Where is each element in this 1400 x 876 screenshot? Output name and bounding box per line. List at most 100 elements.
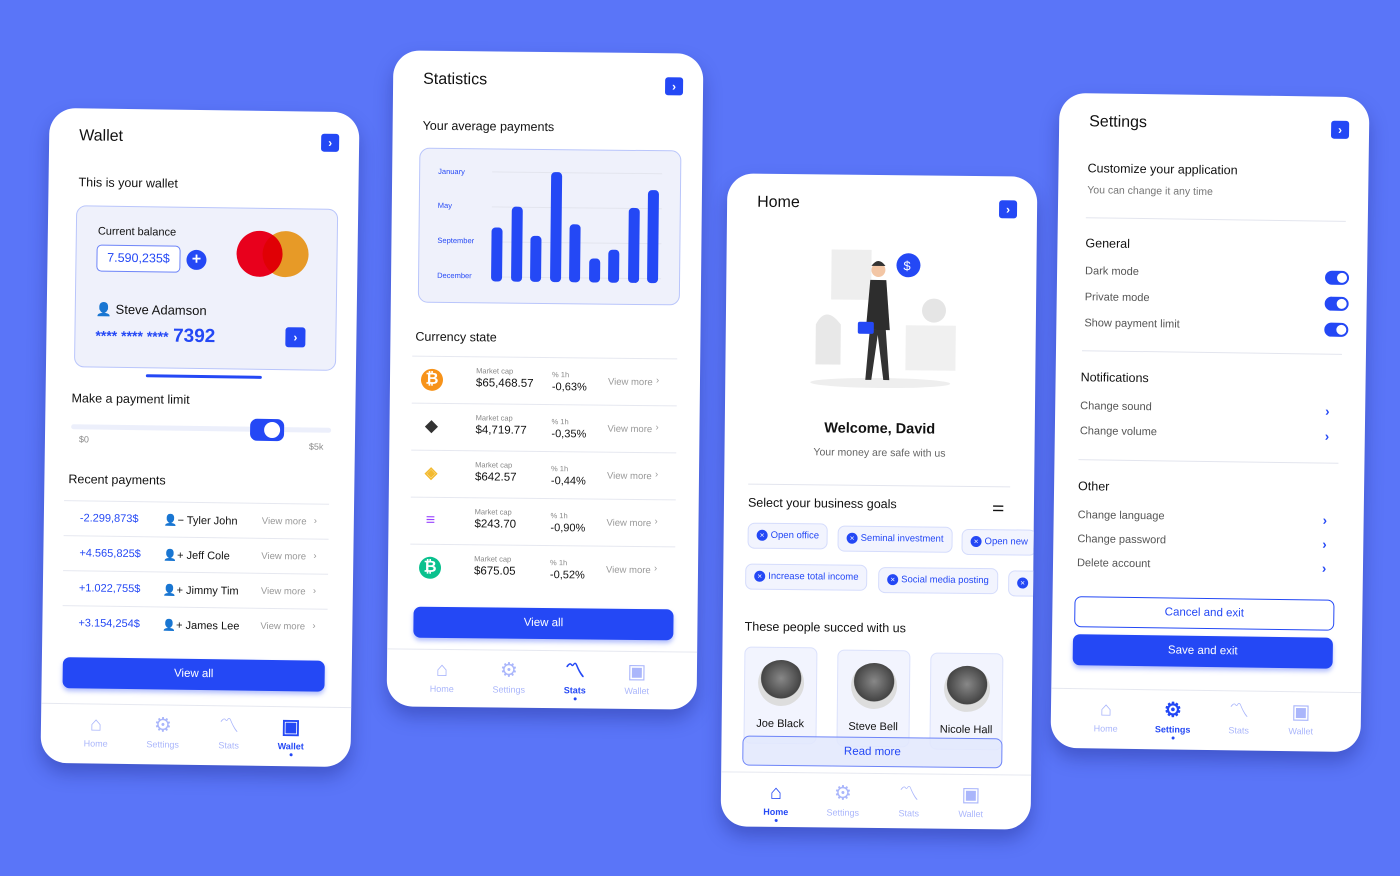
payment-row[interactable]: +3.154,254$ 👤+ James Lee View more › — [62, 605, 328, 644]
close-icon[interactable]: × — [1017, 577, 1029, 589]
chevron-right-icon[interactable]: › — [1322, 512, 1328, 528]
home-icon: ⌂ — [1099, 698, 1113, 721]
chevron-right-icon[interactable]: › — [321, 133, 340, 152]
chevron-right-icon[interactable]: › — [1324, 428, 1330, 444]
change-value: -0,90% — [550, 522, 586, 535]
nav-wallet[interactable]: ▣ Wallet — [1271, 700, 1331, 737]
cancel-button[interactable]: Cancel and exit — [1074, 596, 1335, 631]
balance-field[interactable]: 7.590,235$ — [96, 244, 181, 273]
nav-stats[interactable]: 〽 Stats — [199, 714, 259, 751]
coin-row[interactable]: ₿ Market cap $65,468.57 % 1h -0,63% View… — [411, 355, 678, 406]
dark-mode-toggle[interactable] — [1324, 270, 1350, 285]
carousel-indicator[interactable] — [145, 374, 262, 379]
nav-home[interactable]: ⌂ Home — [66, 712, 126, 749]
user-plus-icon: 👤+ — [163, 549, 184, 562]
view-more-link[interactable]: View more — [606, 470, 652, 483]
close-icon[interactable]: × — [887, 574, 899, 586]
current-balance-label: Current balance — [97, 225, 177, 239]
view-more-link[interactable]: View more — [260, 585, 306, 598]
delete-account[interactable]: Delete account — [1076, 557, 1151, 571]
view-all-button[interactable]: View all — [62, 657, 325, 692]
payment-row[interactable]: -2.299,873$ 👤− Tyler John View more › — [63, 500, 330, 539]
person-card[interactable]: Steve Bell — [836, 649, 911, 748]
chevron-right-icon[interactable]: › — [1322, 536, 1327, 552]
gear-icon: ⚙ — [499, 659, 519, 682]
change-language[interactable]: Change language — [1077, 509, 1165, 523]
goal-chip[interactable]: × Increase total income — [745, 563, 868, 591]
market-cap-label: Market cap — [475, 413, 513, 423]
view-more-link[interactable]: View more — [607, 376, 653, 389]
nav-wallet[interactable]: ▣ Wallet — [941, 783, 1001, 820]
view-more-link[interactable]: View more — [261, 515, 307, 528]
payment-limit-toggle[interactable] — [1324, 322, 1349, 337]
change-password[interactable]: Change password — [1077, 533, 1167, 547]
change-volume[interactable]: Change volume — [1079, 425, 1158, 439]
coin-row[interactable]: ≡ Market cap $243.70 % 1h -0,90% View mo… — [410, 496, 676, 547]
close-icon[interactable]: × — [846, 532, 858, 544]
nav-home[interactable]: ⌂ Home — [746, 781, 806, 823]
chart-bar — [510, 206, 523, 282]
bars — [489, 171, 665, 284]
view-more-link[interactable]: View more — [261, 550, 307, 563]
chart-label: January — [438, 166, 465, 177]
goal-chip[interactable]: × — [1008, 570, 1038, 597]
private-mode-toggle[interactable] — [1324, 296, 1349, 311]
close-icon[interactable]: × — [970, 535, 982, 548]
payment-row[interactable]: +4.565,825$ 👤+ Jeff Cole View more › — [63, 535, 329, 574]
coin-row[interactable]: ◆ Market cap $4,719.77 % 1h -0,35% View … — [411, 402, 677, 453]
person-card[interactable]: Nicole Hall — [929, 652, 1004, 751]
nav-wallet[interactable]: ▣ Wallet — [261, 715, 322, 757]
nav-home[interactable]: ⌂ Home — [412, 658, 472, 695]
coin-row[interactable]: ₿ Market cap $675.05 % 1h -0,52% View mo… — [409, 543, 676, 594]
view-all-button[interactable]: View all — [413, 606, 674, 641]
welcome-heading: Welcome, David — [824, 420, 936, 438]
payment-limit-slider[interactable] — [71, 424, 332, 433]
plus-icon[interactable]: + — [186, 249, 207, 271]
view-more-link[interactable]: View more — [605, 564, 651, 577]
change-label: % 1h — [551, 417, 569, 427]
welcome-subtitle: Your money are safe with us — [813, 446, 946, 460]
goal-chip[interactable]: × Open office — [747, 522, 829, 550]
goal-chip[interactable]: × Open new — [961, 528, 1038, 556]
subtitle: Your average payments — [422, 118, 555, 135]
nav-home[interactable]: ⌂ Home — [1076, 697, 1136, 734]
nav-label: Stats — [898, 808, 920, 819]
nav-stats[interactable]: 〽 Stats — [545, 659, 605, 701]
nav-label: Stats — [1228, 725, 1250, 736]
nav-settings[interactable]: ⚙ Settings — [479, 658, 539, 695]
view-more-link[interactable]: View more — [606, 517, 652, 530]
chevron-right-icon[interactable]: › — [664, 77, 684, 96]
save-button[interactable]: Save and exit — [1072, 634, 1334, 669]
card-number-masked: **** **** **** — [95, 327, 169, 345]
nav-label: Stats — [218, 740, 240, 751]
payment-row[interactable]: +1.022,755$ 👤+ Jimmy Tim View more › — [62, 570, 329, 609]
coin-row[interactable]: ◈ Market cap $642.57 % 1h -0,44% View mo… — [410, 449, 677, 500]
change-sound[interactable]: Change sound — [1080, 400, 1152, 414]
read-more-button[interactable]: Read more — [742, 735, 1003, 769]
chevron-right-icon[interactable]: › — [998, 200, 1018, 219]
view-more-link[interactable]: View more — [607, 423, 653, 436]
nav-settings[interactable]: ⚙ Settings — [1143, 698, 1204, 740]
chevron-right-icon[interactable]: › — [1321, 560, 1327, 576]
person-card[interactable]: Joe Black — [743, 646, 818, 745]
view-more-link[interactable]: View more — [260, 620, 306, 633]
private-mode-label: Private mode — [1084, 291, 1150, 305]
nav-stats[interactable]: 〽 Stats — [1209, 699, 1269, 736]
chart-bar — [647, 189, 659, 284]
nav-settings[interactable]: ⚙ Settings — [813, 781, 873, 818]
nav-label: Settings — [1154, 724, 1191, 735]
chevron-right-icon: › — [655, 422, 659, 434]
chevron-right-icon[interactable]: › — [1325, 403, 1330, 419]
chevron-right-icon[interactable]: › — [285, 327, 306, 348]
sliders-icon[interactable]: ⚌ — [991, 498, 1005, 515]
chevron-right-icon[interactable]: › — [1330, 120, 1350, 139]
nav-wallet[interactable]: ▣ Wallet — [607, 660, 667, 697]
close-icon[interactable]: × — [756, 529, 768, 541]
goal-chip[interactable]: × Social media posting — [878, 566, 998, 595]
goal-chip[interactable]: × Seminal investment — [837, 525, 953, 553]
binance-icon: ◈ — [424, 464, 438, 482]
nav-stats[interactable]: 〽 Stats — [879, 782, 939, 819]
nav-settings[interactable]: ⚙ Settings — [133, 713, 193, 750]
close-icon[interactable]: × — [754, 570, 766, 582]
slider-thumb[interactable] — [249, 418, 285, 442]
